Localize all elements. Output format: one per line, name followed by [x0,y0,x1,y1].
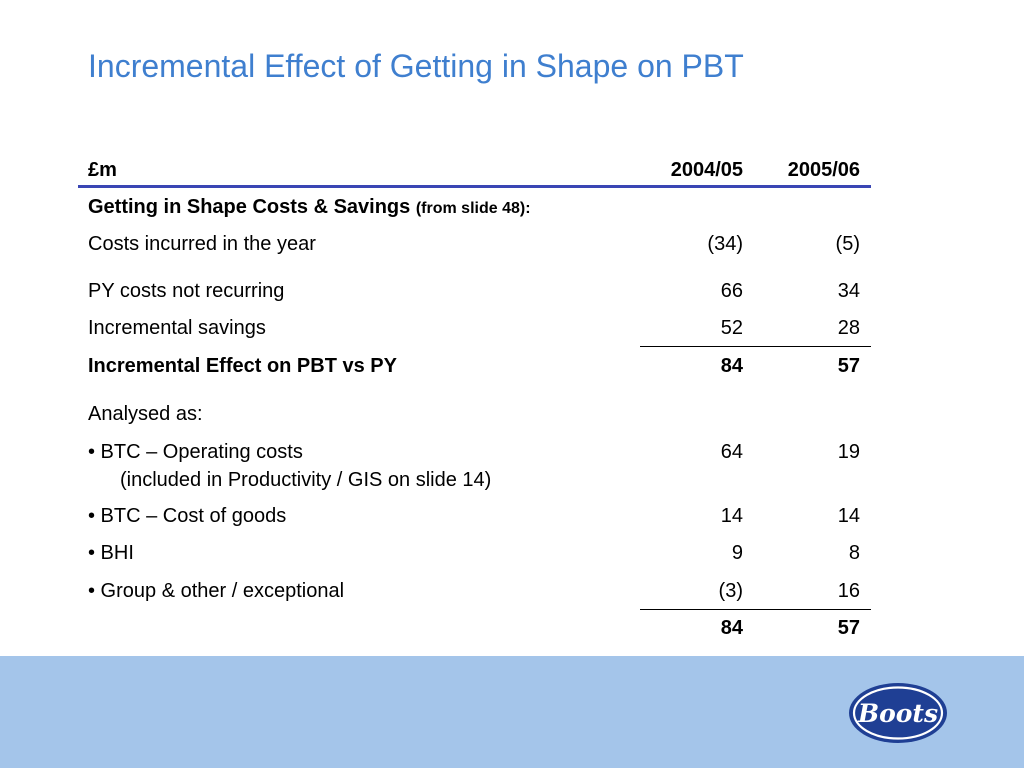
section-heading: Getting in Shape Costs & Savings (from s… [88,195,531,221]
row-sublabel: (included in Productivity / GIS on slide… [120,469,492,491]
row-value-2005-06: 8 [848,542,860,564]
analysed-label: Analysed as: [88,403,203,425]
row-value-2004-05: 14 [720,505,743,527]
section-heading-suffix: (from slide 48): [415,200,531,217]
row-value-2004-05: 66 [720,280,743,302]
row-value-2005-06: 57 [837,355,860,377]
boots-logo: Boots [849,683,947,743]
total-value-2004-05: 84 [720,617,743,639]
row-label: • BHI [88,542,134,564]
row-value-2005-06: (5) [835,233,860,255]
row-value-2005-06: 34 [837,280,860,302]
row-value-2004-05: (3) [718,580,743,602]
row-label: Costs incurred in the year [88,233,316,255]
row-value-2004-05: (34) [707,233,743,255]
total-rule [640,609,871,610]
table-row: • BTC – Operating costs (included in Pro… [78,440,871,496]
row-value-2005-06: 16 [837,580,860,602]
row-label: • BTC – Operating costs [88,441,303,463]
header-rule [78,185,871,188]
subtotal-rule [640,346,871,347]
row-value-2004-05: 64 [720,441,743,463]
column-header-2005-06: 2005/06 [787,159,860,181]
section-heading-text: Getting in Shape Costs & Savings [88,196,411,218]
column-header-2004-05: 2004/05 [670,159,743,181]
row-label: Incremental savings [88,317,266,339]
row-label: • BTC – Cost of goods [88,505,287,527]
row-label: PY costs not recurring [88,280,285,302]
logo-text: Boots [857,699,938,728]
financial-table: £m 2004/05 2005/06 Getting in Shape Cost… [78,150,871,650]
row-value-2005-06: 28 [837,317,860,339]
row-value-2004-05: 52 [720,317,743,339]
row-value-2005-06: 19 [837,441,860,463]
row-value-2004-05: 9 [731,542,743,564]
row-value-2004-05: 84 [720,355,743,377]
row-value-2005-06: 14 [837,505,860,527]
unit-label: £m [88,159,117,181]
row-label: • Group & other / exceptional [88,580,345,602]
row-label: Incremental Effect on PBT vs PY [88,355,397,377]
total-value-2005-06: 57 [837,617,860,639]
slide-title: Incremental Effect of Getting in Shape o… [88,48,744,84]
